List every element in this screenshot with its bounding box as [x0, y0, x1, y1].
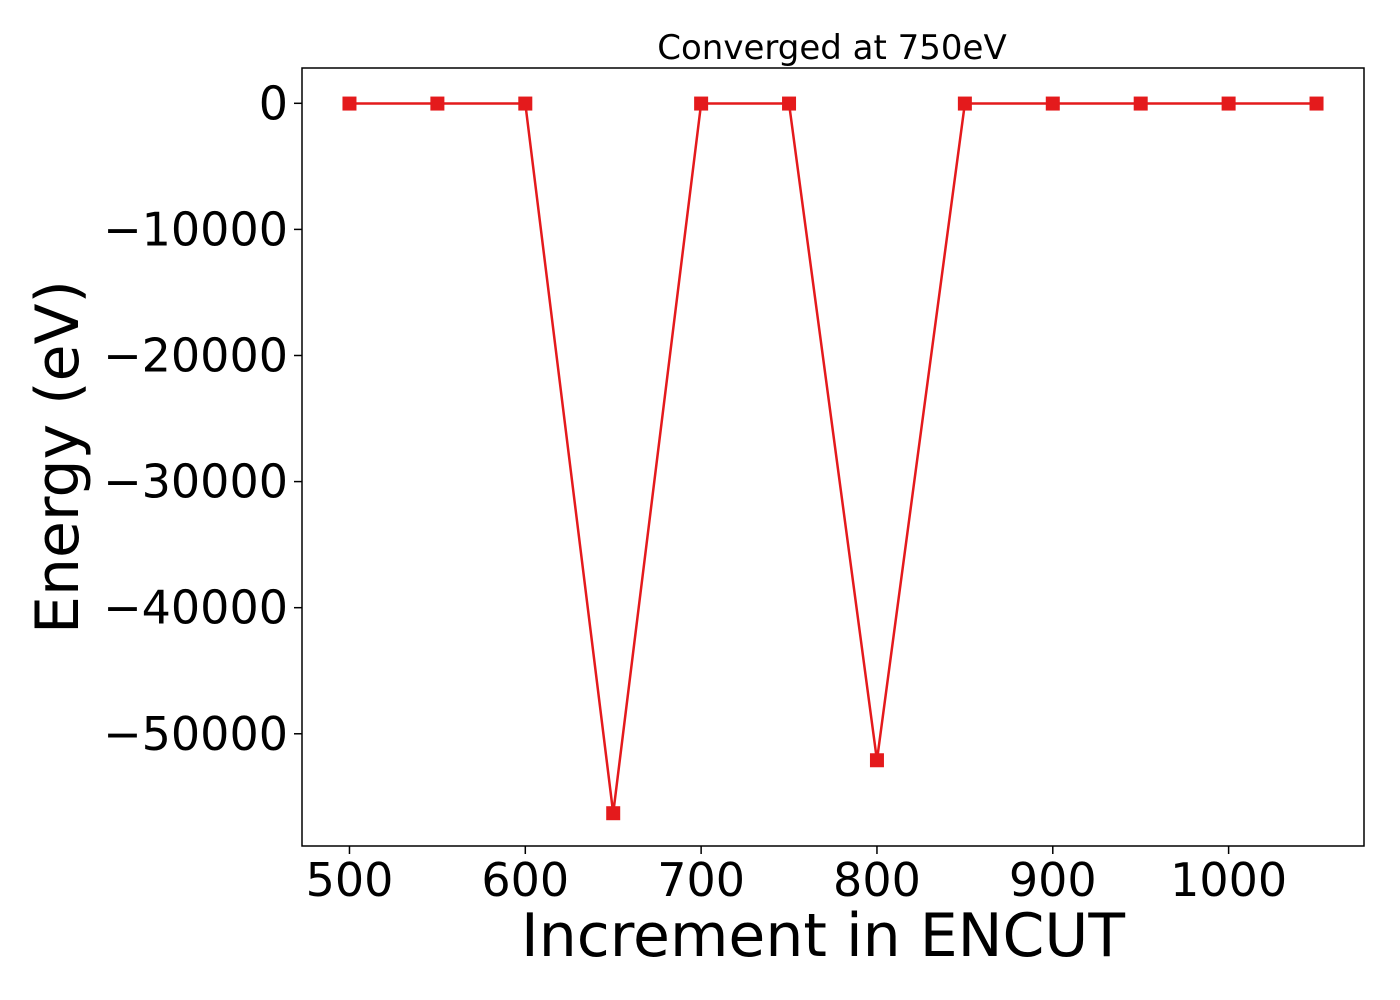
y-tick-label: −10000 [103, 202, 288, 256]
y-tick-label: −20000 [103, 328, 288, 382]
y-tick-label: 0 [259, 76, 288, 130]
series-layer [342, 96, 1324, 821]
series-line [349, 102, 1317, 815]
x-tick-label: 700 [657, 853, 745, 907]
y-tick-label: −40000 [103, 581, 288, 635]
data-point-marker [430, 96, 445, 111]
data-point-marker [957, 96, 972, 111]
x-tick-label: 600 [481, 853, 569, 907]
y-axis-ticks: 0 −10000 −20000 −30000 −40000 −50000 [103, 76, 302, 761]
y-axis-label: Energy (eV) [23, 280, 93, 634]
data-point-marker [1045, 96, 1060, 111]
x-axis-ticks: 500 600 700 800 900 1000 [306, 846, 1287, 907]
y-tick-label: −50000 [103, 707, 288, 761]
data-point-marker [1221, 96, 1236, 111]
data-point-marker [342, 96, 357, 111]
x-tick-label: 800 [833, 853, 921, 907]
data-point-marker [606, 806, 621, 821]
data-point-marker [694, 96, 709, 111]
x-axis-label: Increment in ENCUT [521, 901, 1125, 971]
data-point-marker [869, 753, 884, 768]
data-point-marker [1133, 96, 1148, 111]
data-point-marker [518, 96, 533, 111]
x-tick-label: 900 [1009, 853, 1097, 907]
data-point-marker [782, 96, 797, 111]
x-tick-label: 500 [306, 853, 394, 907]
y-tick-label: −30000 [103, 455, 288, 509]
chart-title: Converged at 750eV [657, 28, 1006, 68]
data-point-marker [1309, 96, 1324, 111]
x-tick-label: 1000 [1170, 853, 1287, 907]
plot-frame [301, 67, 1365, 847]
